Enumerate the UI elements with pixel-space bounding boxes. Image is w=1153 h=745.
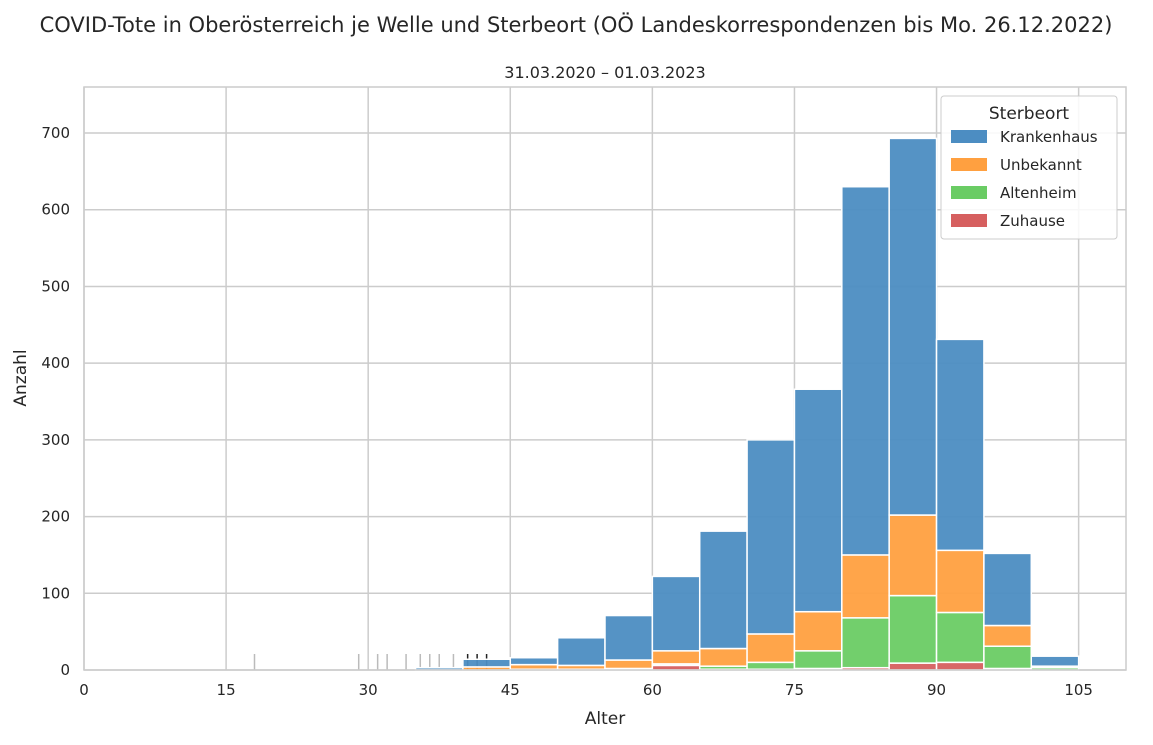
y-tick-label: 600 [41, 201, 70, 219]
bar-krankenhaus [793, 388, 843, 613]
bar-altenheim [746, 661, 796, 670]
x-axis-label: Alter [585, 709, 625, 729]
y-tick-label: 500 [41, 277, 70, 295]
bar-krankenhaus [983, 552, 1033, 627]
axis-ticks: 0 15 30 45 60 75 90 105 0 100 200 300 400 500 600 700 [41, 124, 1093, 699]
x-tick-label: 60 [643, 681, 662, 699]
bar-zuhause [935, 661, 985, 671]
legend-label: Altenheim [1000, 184, 1077, 202]
bar-unbekannt [935, 549, 985, 614]
bar-unbekannt [841, 554, 890, 619]
y-tick-label: 700 [41, 124, 70, 142]
x-tick-label: 0 [79, 681, 89, 699]
legend-swatch [951, 158, 987, 171]
bar-unbekannt [604, 659, 654, 670]
bar-altenheim [888, 594, 938, 664]
bar-unbekannt [746, 633, 796, 664]
legend: Sterbeort Krankenhaus Unbekannt Altenheim Z… [940, 95, 1118, 240]
chart-subtitle: 31.03.2020 – 01.03.2023 [504, 63, 705, 82]
bar-krankenhaus [462, 658, 512, 668]
legend-title: Sterbeort [989, 104, 1070, 124]
bar-krankenhaus [556, 637, 606, 667]
legend-swatch [951, 214, 987, 227]
bar-krankenhaus [841, 185, 890, 556]
bar-unbekannt [698, 647, 748, 667]
bar-krankenhaus [1030, 655, 1080, 667]
y-tick-label: 0 [60, 661, 70, 679]
bar-altenheim [983, 645, 1033, 670]
legend-label: Krankenhaus [1000, 128, 1098, 146]
legend-swatch [951, 130, 987, 143]
bar-altenheim [793, 650, 843, 670]
x-tick-label: 15 [217, 681, 236, 699]
y-tick-label: 300 [41, 431, 70, 449]
bar-unbekannt [888, 514, 938, 597]
bar-unbekannt [983, 624, 1033, 647]
y-axis-label: Anzahl [11, 349, 31, 406]
x-tick-label: 75 [785, 681, 804, 699]
legend-items: Krankenhaus Unbekannt Altenheim Zuhause [951, 128, 1098, 230]
legend-label: Zuhause [1000, 212, 1065, 230]
x-tick-label: 105 [1064, 681, 1093, 699]
y-tick-label: 100 [41, 584, 70, 602]
plot-frame [83, 86, 1127, 671]
bar-krankenhaus [935, 338, 985, 552]
bar-altenheim [935, 611, 985, 664]
bar-altenheim [841, 617, 890, 669]
histogram-bars [414, 137, 1080, 671]
x-tick-label: 45 [501, 681, 520, 699]
bar-krankenhaus [509, 656, 559, 666]
x-tick-label: 30 [359, 681, 378, 699]
legend-swatch [951, 186, 987, 199]
bar-krankenhaus [651, 575, 701, 652]
bar-krankenhaus [888, 137, 938, 516]
legend-label: Unbekannt [1000, 156, 1082, 174]
bar-krankenhaus [698, 530, 748, 650]
bar-zuhause [888, 662, 938, 671]
bar-unbekannt [651, 650, 701, 665]
y-tick-label: 400 [41, 354, 70, 372]
bar-krankenhaus [746, 439, 796, 635]
bar-unbekannt [793, 610, 843, 652]
x-tick-label: 90 [927, 681, 946, 699]
chart-title: COVID-Tote in Oberösterreich je Welle un… [40, 12, 1113, 37]
bar-krankenhaus [604, 614, 654, 661]
y-tick-label: 200 [41, 508, 70, 526]
